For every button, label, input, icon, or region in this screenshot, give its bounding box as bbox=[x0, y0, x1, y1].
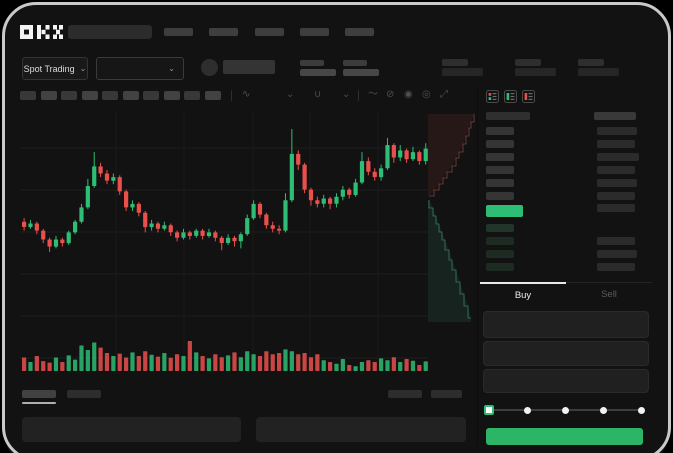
pair-coin-icon bbox=[201, 59, 218, 76]
stat-label-placeholder bbox=[515, 59, 541, 66]
stat-value-placeholder bbox=[442, 68, 483, 76]
target-icon[interactable]: ◎ bbox=[422, 89, 431, 100]
ask-amount-placeholder bbox=[597, 192, 635, 200]
stat-value-placeholder bbox=[300, 69, 336, 76]
timeframe-button[interactable] bbox=[184, 91, 200, 100]
bid-price-placeholder[interactable] bbox=[486, 263, 514, 271]
nav-item-placeholder[interactable] bbox=[300, 28, 329, 36]
timeframe-button[interactable] bbox=[102, 91, 118, 100]
indicator-chevron-icon[interactable]: ⌄ bbox=[342, 89, 351, 100]
order-total-input[interactable] bbox=[483, 369, 649, 393]
ask-price-placeholder[interactable] bbox=[486, 192, 514, 200]
nav-item-placeholder[interactable] bbox=[209, 28, 238, 36]
ask-amount-placeholder bbox=[597, 179, 637, 187]
ask-price-placeholder[interactable] bbox=[486, 166, 514, 174]
slider-step-dot[interactable] bbox=[599, 407, 607, 414]
slider-step-dot[interactable] bbox=[561, 407, 569, 414]
tab-buy[interactable]: Buy bbox=[480, 282, 566, 306]
stat-value-placeholder bbox=[578, 68, 619, 76]
bid-price-placeholder[interactable] bbox=[486, 224, 514, 232]
book-buy-view-icon[interactable] bbox=[504, 90, 517, 103]
bid-price-placeholder[interactable] bbox=[486, 250, 514, 258]
ask-amount-placeholder bbox=[597, 166, 635, 174]
fullscreen-icon[interactable]: ⤢ bbox=[440, 89, 448, 100]
amount-slider[interactable] bbox=[480, 400, 652, 420]
compare-icon[interactable]: ⊘ bbox=[386, 89, 395, 100]
ask-price-placeholder[interactable] bbox=[486, 179, 514, 187]
timeframe-button[interactable] bbox=[143, 91, 159, 100]
timeframe-button[interactable] bbox=[81, 91, 98, 100]
last-price-bar[interactable] bbox=[486, 205, 523, 217]
okx-logo[interactable] bbox=[20, 25, 63, 39]
bottom-tab-underline bbox=[22, 402, 56, 404]
nav-item-placeholder[interactable] bbox=[255, 28, 284, 36]
candle-style-icon[interactable]: ∿ bbox=[242, 89, 251, 100]
timeframe-button[interactable] bbox=[20, 91, 36, 100]
slider-step-dot[interactable] bbox=[637, 407, 645, 414]
ask-price-placeholder[interactable] bbox=[486, 140, 514, 148]
order-amount-input[interactable] bbox=[483, 341, 649, 366]
ask-amount-placeholder bbox=[597, 140, 635, 148]
stat-value-placeholder bbox=[343, 69, 379, 76]
bid-amount-placeholder bbox=[597, 237, 635, 245]
buy-submit-button[interactable] bbox=[486, 428, 643, 445]
stat-label-placeholder bbox=[343, 60, 367, 66]
bottom-table-placeholder bbox=[256, 417, 466, 442]
line-tool-icon[interactable]: 〜 bbox=[368, 89, 378, 100]
nav-item-placeholder[interactable] bbox=[345, 28, 374, 36]
candlestick-chart[interactable] bbox=[20, 112, 428, 375]
stat-label-placeholder bbox=[578, 59, 604, 66]
pair-select[interactable]: ⌄ bbox=[96, 57, 184, 80]
trade-tabs: Buy Sell bbox=[480, 282, 652, 306]
panel-divider bbox=[477, 88, 478, 446]
book-sell-view-icon[interactable] bbox=[522, 90, 535, 103]
market-type-label: Spot Trading bbox=[23, 63, 75, 74]
timeframe-button[interactable] bbox=[204, 91, 221, 100]
bottom-action-chip[interactable] bbox=[388, 390, 422, 398]
market-type-select[interactable]: Spot Trading ⌄ bbox=[22, 57, 88, 80]
stat-label-placeholder bbox=[300, 60, 324, 66]
stat-label-placeholder bbox=[442, 59, 468, 66]
ask-price-placeholder[interactable] bbox=[486, 127, 514, 135]
bid-price-placeholder[interactable] bbox=[486, 237, 514, 245]
nav-item-placeholder[interactable] bbox=[164, 28, 193, 36]
device-screen: Spot Trading ⌄ ⌄ bbox=[5, 5, 668, 453]
ask-amount-placeholder bbox=[597, 153, 639, 161]
magnet-icon[interactable]: ∪ bbox=[314, 89, 322, 100]
book-combined-view-icon[interactable] bbox=[486, 90, 499, 103]
tab-sell[interactable]: Sell bbox=[601, 289, 617, 300]
timeframe-button[interactable] bbox=[163, 91, 180, 100]
order-price-input[interactable] bbox=[483, 311, 649, 338]
orderbook-header-right bbox=[594, 112, 636, 120]
timeframe-button[interactable] bbox=[122, 91, 139, 100]
camera-icon[interactable]: ◉ bbox=[404, 89, 413, 100]
bottom-tab[interactable] bbox=[67, 390, 101, 398]
bottom-action-chip[interactable] bbox=[431, 390, 462, 398]
style-chevron-icon[interactable]: ⌄ bbox=[286, 89, 295, 100]
chevron-down-icon: ⌄ bbox=[79, 63, 87, 73]
bid-amount-placeholder bbox=[597, 263, 635, 271]
chevron-down-icon: ⌄ bbox=[168, 63, 175, 73]
search-bar[interactable] bbox=[68, 25, 152, 39]
depth-chart[interactable] bbox=[428, 112, 480, 322]
toolbar-divider bbox=[231, 90, 232, 101]
bottom-table-placeholder bbox=[22, 417, 241, 442]
slider-step-dot[interactable] bbox=[523, 407, 531, 414]
bid-amount-placeholder bbox=[597, 250, 637, 258]
pair-name-placeholder bbox=[223, 60, 275, 74]
ask-amount-placeholder bbox=[597, 127, 637, 135]
timeframe-button[interactable] bbox=[40, 91, 57, 100]
bottom-tab-active[interactable] bbox=[22, 390, 56, 398]
toolbar-divider bbox=[358, 90, 359, 101]
orderbook-header-left bbox=[486, 112, 530, 120]
slider-handle[interactable] bbox=[484, 405, 494, 415]
app: Spot Trading ⌄ ⌄ bbox=[5, 5, 668, 453]
timeframe-button[interactable] bbox=[61, 91, 77, 100]
stat-value-placeholder bbox=[515, 68, 556, 76]
ask-price-placeholder[interactable] bbox=[486, 153, 514, 161]
mid-amount-placeholder bbox=[597, 204, 635, 212]
